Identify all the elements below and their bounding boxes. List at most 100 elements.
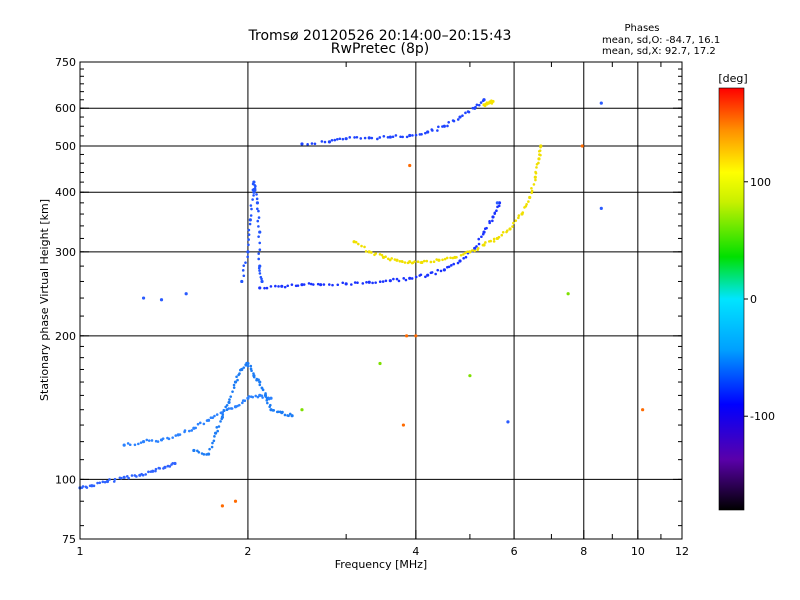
data-point bbox=[426, 130, 430, 134]
data-point bbox=[530, 186, 533, 190]
data-point bbox=[269, 396, 273, 400]
data-point bbox=[277, 410, 280, 414]
data-point bbox=[429, 260, 433, 264]
data-point bbox=[246, 255, 249, 259]
data-point bbox=[202, 453, 206, 456]
data-point bbox=[436, 268, 440, 272]
phase-info-x: mean, sd,X: 92.7, 17.2 bbox=[602, 46, 716, 57]
data-point bbox=[506, 420, 510, 424]
data-point bbox=[323, 140, 327, 144]
grid-lines bbox=[80, 62, 682, 539]
data-point bbox=[163, 465, 167, 469]
data-point bbox=[190, 429, 194, 432]
data-point bbox=[420, 260, 424, 265]
data-point bbox=[533, 175, 537, 179]
x-tick-label: 2 bbox=[244, 545, 251, 558]
data-point bbox=[408, 163, 412, 168]
data-point bbox=[133, 443, 137, 447]
data-point bbox=[447, 120, 450, 124]
data-point bbox=[217, 425, 221, 428]
data-point bbox=[244, 261, 247, 264]
data-point bbox=[215, 426, 219, 429]
data-point bbox=[300, 283, 304, 287]
data-point bbox=[434, 272, 437, 276]
data-point bbox=[370, 136, 374, 140]
data-point bbox=[252, 180, 256, 184]
data-point bbox=[468, 250, 472, 254]
data-point bbox=[246, 361, 250, 366]
data-point bbox=[261, 388, 265, 392]
data-point bbox=[459, 253, 463, 257]
data-point bbox=[255, 201, 260, 205]
data-point bbox=[530, 189, 534, 193]
data-point bbox=[403, 261, 407, 264]
x-tick-label: 6 bbox=[511, 545, 518, 558]
data-point bbox=[378, 252, 382, 256]
data-point bbox=[167, 437, 171, 441]
data-point bbox=[401, 135, 404, 139]
data-point bbox=[473, 246, 477, 250]
data-point bbox=[178, 433, 182, 436]
data-point bbox=[213, 435, 216, 438]
chart-subtitle: RwPretec (8p) bbox=[331, 41, 429, 57]
data-point bbox=[514, 219, 518, 222]
data-point bbox=[257, 216, 261, 219]
data-point bbox=[258, 269, 261, 272]
y-axis-label: Stationary phase Virtual Height [km] bbox=[38, 199, 51, 401]
data-point bbox=[257, 252, 261, 255]
data-point bbox=[386, 257, 390, 261]
data-point bbox=[458, 115, 462, 119]
data-point bbox=[220, 504, 224, 508]
data-point bbox=[260, 277, 263, 281]
data-point bbox=[269, 285, 273, 288]
data-point bbox=[313, 142, 317, 146]
data-point bbox=[452, 119, 456, 123]
data-point bbox=[489, 239, 493, 243]
data-point bbox=[119, 476, 123, 480]
x-tick-label: 1 bbox=[77, 545, 84, 558]
data-point bbox=[263, 286, 266, 290]
data-point bbox=[363, 136, 367, 140]
data-point bbox=[432, 260, 436, 264]
data-point bbox=[126, 442, 130, 445]
data-point bbox=[425, 259, 429, 263]
data-point bbox=[112, 480, 116, 483]
data-point bbox=[464, 111, 467, 115]
data-point bbox=[310, 142, 314, 145]
data-point bbox=[371, 281, 374, 285]
data-point bbox=[508, 227, 512, 231]
data-point bbox=[319, 283, 323, 287]
data-point bbox=[258, 241, 262, 245]
data-point bbox=[320, 140, 324, 143]
data-point bbox=[365, 280, 368, 284]
data-point bbox=[309, 282, 313, 286]
data-point bbox=[344, 282, 348, 286]
data-point bbox=[215, 413, 219, 416]
data-point bbox=[141, 440, 146, 444]
data-point bbox=[437, 125, 440, 129]
data-point bbox=[158, 467, 162, 470]
data-point bbox=[92, 484, 96, 488]
data-point bbox=[280, 284, 284, 288]
data-point bbox=[202, 422, 206, 426]
data-point bbox=[352, 240, 356, 244]
data-point bbox=[450, 264, 453, 267]
data-point bbox=[378, 280, 382, 284]
data-point bbox=[283, 285, 287, 289]
data-point bbox=[255, 197, 259, 201]
data-point bbox=[419, 273, 423, 277]
data-point bbox=[96, 481, 99, 485]
data-point bbox=[475, 245, 478, 248]
data-point bbox=[388, 258, 392, 262]
data-point bbox=[212, 439, 216, 443]
data-point bbox=[235, 375, 238, 379]
data-point bbox=[147, 470, 150, 474]
data-point bbox=[505, 229, 509, 232]
data-point bbox=[367, 136, 371, 140]
y-tick-label: 400 bbox=[55, 186, 76, 199]
data-point bbox=[241, 401, 244, 405]
data-point bbox=[258, 248, 262, 252]
data-point bbox=[445, 256, 449, 260]
data-point bbox=[422, 259, 426, 263]
